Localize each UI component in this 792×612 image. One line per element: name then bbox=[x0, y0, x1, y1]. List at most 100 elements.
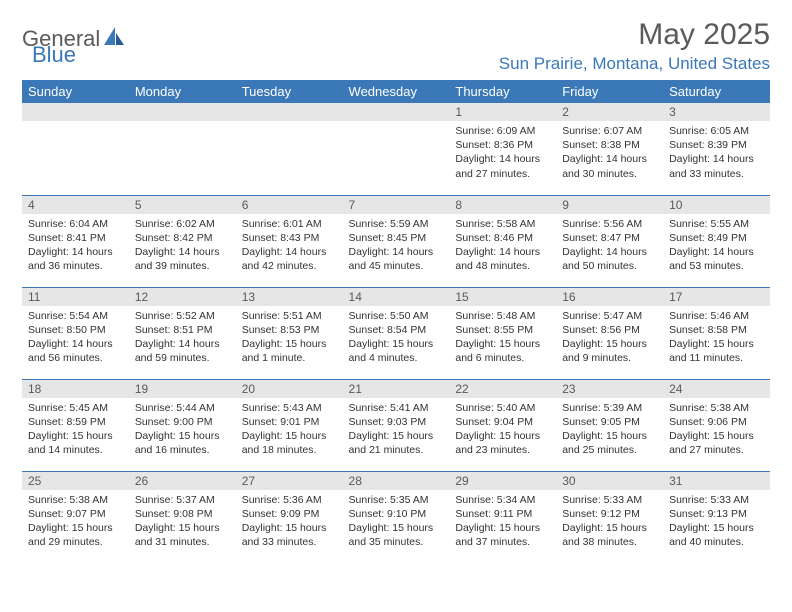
sunrise-text: Sunrise: 5:47 AM bbox=[562, 309, 657, 323]
day-number: 22 bbox=[449, 380, 556, 398]
day-details: Sunrise: 5:50 AMSunset: 8:54 PMDaylight:… bbox=[343, 306, 450, 370]
calendar-day-cell: 25Sunrise: 5:38 AMSunset: 9:07 PMDayligh… bbox=[22, 471, 129, 563]
calendar-week-row: 11Sunrise: 5:54 AMSunset: 8:50 PMDayligh… bbox=[22, 287, 770, 379]
day-number: 12 bbox=[129, 288, 236, 306]
calendar-day-cell: 6Sunrise: 6:01 AMSunset: 8:43 PMDaylight… bbox=[236, 195, 343, 287]
sunset-text: Sunset: 8:47 PM bbox=[562, 231, 657, 245]
calendar-day-cell: 19Sunrise: 5:44 AMSunset: 9:00 PMDayligh… bbox=[129, 379, 236, 471]
calendar-day-cell: 23Sunrise: 5:39 AMSunset: 9:05 PMDayligh… bbox=[556, 379, 663, 471]
daylight-text: and 56 minutes. bbox=[28, 351, 123, 365]
sunrise-text: Sunrise: 5:36 AM bbox=[242, 493, 337, 507]
daylight-text: and 38 minutes. bbox=[562, 535, 657, 549]
weekday-header: Wednesday bbox=[343, 80, 450, 103]
sunset-text: Sunset: 9:01 PM bbox=[242, 415, 337, 429]
day-number: 23 bbox=[556, 380, 663, 398]
sunset-text: Sunset: 8:46 PM bbox=[455, 231, 550, 245]
daylight-text: Daylight: 15 hours bbox=[242, 337, 337, 351]
empty-day-header bbox=[236, 103, 343, 121]
sunset-text: Sunset: 8:43 PM bbox=[242, 231, 337, 245]
day-number: 15 bbox=[449, 288, 556, 306]
day-details: Sunrise: 5:34 AMSunset: 9:11 PMDaylight:… bbox=[449, 490, 556, 554]
day-details: Sunrise: 6:01 AMSunset: 8:43 PMDaylight:… bbox=[236, 214, 343, 278]
day-number: 29 bbox=[449, 472, 556, 490]
calendar-day-cell bbox=[236, 103, 343, 195]
weekday-header: Thursday bbox=[449, 80, 556, 103]
sunset-text: Sunset: 8:51 PM bbox=[135, 323, 230, 337]
daylight-text: and 23 minutes. bbox=[455, 443, 550, 457]
calendar-day-cell: 14Sunrise: 5:50 AMSunset: 8:54 PMDayligh… bbox=[343, 287, 450, 379]
sunset-text: Sunset: 9:13 PM bbox=[669, 507, 764, 521]
daylight-text: and 9 minutes. bbox=[562, 351, 657, 365]
daylight-text: and 35 minutes. bbox=[349, 535, 444, 549]
calendar-day-cell: 9Sunrise: 5:56 AMSunset: 8:47 PMDaylight… bbox=[556, 195, 663, 287]
calendar-day-cell: 5Sunrise: 6:02 AMSunset: 8:42 PMDaylight… bbox=[129, 195, 236, 287]
daylight-text: Daylight: 15 hours bbox=[135, 521, 230, 535]
weekday-header: Tuesday bbox=[236, 80, 343, 103]
sunset-text: Sunset: 9:00 PM bbox=[135, 415, 230, 429]
sunrise-text: Sunrise: 5:56 AM bbox=[562, 217, 657, 231]
day-number: 24 bbox=[663, 380, 770, 398]
day-details: Sunrise: 5:46 AMSunset: 8:58 PMDaylight:… bbox=[663, 306, 770, 370]
daylight-text: and 27 minutes. bbox=[669, 443, 764, 457]
daylight-text: and 48 minutes. bbox=[455, 259, 550, 273]
day-details: Sunrise: 5:55 AMSunset: 8:49 PMDaylight:… bbox=[663, 214, 770, 278]
sunrise-text: Sunrise: 5:46 AM bbox=[669, 309, 764, 323]
day-number: 30 bbox=[556, 472, 663, 490]
day-number: 11 bbox=[22, 288, 129, 306]
day-details: Sunrise: 5:56 AMSunset: 8:47 PMDaylight:… bbox=[556, 214, 663, 278]
day-number: 13 bbox=[236, 288, 343, 306]
daylight-text: Daylight: 14 hours bbox=[135, 337, 230, 351]
sunset-text: Sunset: 8:49 PM bbox=[669, 231, 764, 245]
day-number: 21 bbox=[343, 380, 450, 398]
day-details: Sunrise: 6:04 AMSunset: 8:41 PMDaylight:… bbox=[22, 214, 129, 278]
daylight-text: Daylight: 14 hours bbox=[562, 245, 657, 259]
sunset-text: Sunset: 8:58 PM bbox=[669, 323, 764, 337]
daylight-text: and 16 minutes. bbox=[135, 443, 230, 457]
day-number: 4 bbox=[22, 196, 129, 214]
daylight-text: Daylight: 14 hours bbox=[669, 245, 764, 259]
day-details: Sunrise: 5:47 AMSunset: 8:56 PMDaylight:… bbox=[556, 306, 663, 370]
day-number: 18 bbox=[22, 380, 129, 398]
calendar-day-cell: 3Sunrise: 6:05 AMSunset: 8:39 PMDaylight… bbox=[663, 103, 770, 195]
daylight-text: Daylight: 15 hours bbox=[242, 429, 337, 443]
day-details: Sunrise: 6:02 AMSunset: 8:42 PMDaylight:… bbox=[129, 214, 236, 278]
calendar-day-cell: 29Sunrise: 5:34 AMSunset: 9:11 PMDayligh… bbox=[449, 471, 556, 563]
calendar-day-cell bbox=[343, 103, 450, 195]
daylight-text: and 50 minutes. bbox=[562, 259, 657, 273]
daylight-text: Daylight: 14 hours bbox=[455, 245, 550, 259]
day-number: 5 bbox=[129, 196, 236, 214]
calendar-day-cell: 24Sunrise: 5:38 AMSunset: 9:06 PMDayligh… bbox=[663, 379, 770, 471]
sunset-text: Sunset: 9:09 PM bbox=[242, 507, 337, 521]
day-details: Sunrise: 6:05 AMSunset: 8:39 PMDaylight:… bbox=[663, 121, 770, 185]
daylight-text: Daylight: 15 hours bbox=[135, 429, 230, 443]
sunset-text: Sunset: 9:04 PM bbox=[455, 415, 550, 429]
day-number: 28 bbox=[343, 472, 450, 490]
calendar-day-cell bbox=[22, 103, 129, 195]
sunrise-text: Sunrise: 5:44 AM bbox=[135, 401, 230, 415]
day-number: 2 bbox=[556, 103, 663, 121]
day-details: Sunrise: 5:44 AMSunset: 9:00 PMDaylight:… bbox=[129, 398, 236, 462]
calendar-header-row: SundayMondayTuesdayWednesdayThursdayFrid… bbox=[22, 80, 770, 103]
daylight-text: and 33 minutes. bbox=[242, 535, 337, 549]
sunrise-text: Sunrise: 5:51 AM bbox=[242, 309, 337, 323]
day-details: Sunrise: 5:38 AMSunset: 9:07 PMDaylight:… bbox=[22, 490, 129, 554]
sunset-text: Sunset: 9:08 PM bbox=[135, 507, 230, 521]
daylight-text: Daylight: 15 hours bbox=[242, 521, 337, 535]
day-number: 20 bbox=[236, 380, 343, 398]
day-details: Sunrise: 5:59 AMSunset: 8:45 PMDaylight:… bbox=[343, 214, 450, 278]
day-number: 6 bbox=[236, 196, 343, 214]
sunrise-text: Sunrise: 6:04 AM bbox=[28, 217, 123, 231]
daylight-text: Daylight: 15 hours bbox=[455, 521, 550, 535]
daylight-text: Daylight: 15 hours bbox=[455, 429, 550, 443]
daylight-text: Daylight: 15 hours bbox=[669, 521, 764, 535]
sunset-text: Sunset: 9:03 PM bbox=[349, 415, 444, 429]
sunrise-text: Sunrise: 5:59 AM bbox=[349, 217, 444, 231]
sunrise-text: Sunrise: 5:33 AM bbox=[669, 493, 764, 507]
daylight-text: Daylight: 15 hours bbox=[562, 521, 657, 535]
sunset-text: Sunset: 8:59 PM bbox=[28, 415, 123, 429]
day-number: 7 bbox=[343, 196, 450, 214]
sunrise-text: Sunrise: 6:02 AM bbox=[135, 217, 230, 231]
sunrise-text: Sunrise: 6:01 AM bbox=[242, 217, 337, 231]
day-details: Sunrise: 5:58 AMSunset: 8:46 PMDaylight:… bbox=[449, 214, 556, 278]
day-number: 9 bbox=[556, 196, 663, 214]
